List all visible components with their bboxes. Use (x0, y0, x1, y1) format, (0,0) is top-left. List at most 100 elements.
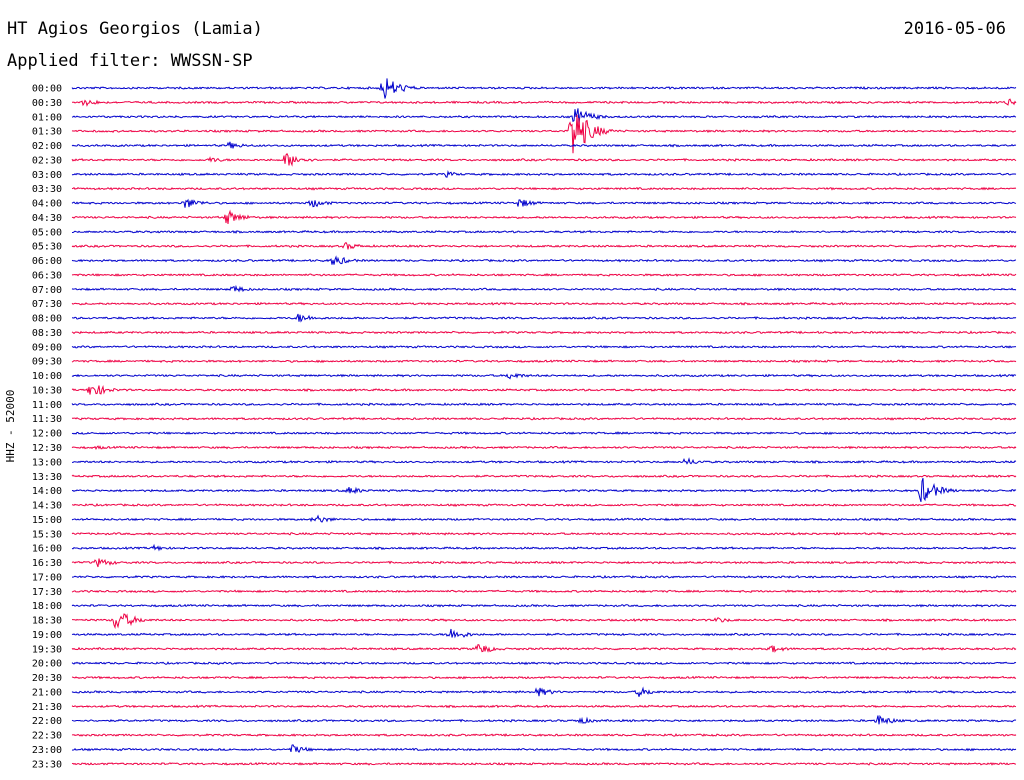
trace-line (71, 372, 1017, 380)
time-tick-label: 16:30 (32, 558, 62, 569)
time-tick-label: 13:00 (32, 457, 62, 468)
time-tick-label: 06:00 (32, 256, 62, 267)
trace-line (71, 209, 1017, 224)
time-tick-label: 01:00 (32, 112, 62, 123)
time-tick-label: 09:30 (32, 357, 62, 368)
time-tick-label: 04:30 (32, 213, 62, 224)
time-tick-label: 02:30 (32, 155, 62, 166)
time-tick-label: 20:30 (32, 673, 62, 684)
time-tick-label: 05:30 (32, 242, 62, 253)
trace-line (71, 272, 1017, 277)
time-tick-label: 00:30 (32, 98, 62, 109)
time-tick-label: 18:30 (32, 616, 62, 627)
trace-line (71, 431, 1017, 436)
time-tick-label: 03:30 (32, 184, 62, 195)
trace-line (71, 675, 1017, 680)
time-tick-label: 10:00 (32, 371, 62, 382)
trace-line (71, 402, 1017, 407)
trace-line (71, 301, 1017, 306)
time-tick-label: 00:00 (32, 84, 62, 95)
trace-line (72, 229, 1017, 234)
trace-line (71, 478, 1017, 502)
trace-line (71, 474, 1017, 479)
trace-line (71, 661, 1017, 666)
time-tick-label: 15:00 (32, 515, 62, 526)
time-tick-label: 10:30 (32, 385, 62, 396)
time-tick-label: 12:00 (32, 429, 62, 440)
trace-line (71, 531, 1017, 536)
trace-line (71, 330, 1017, 335)
trace-line (71, 514, 1017, 523)
filter-label: Applied filter: WWSSN-SP (7, 51, 253, 71)
trace-line (71, 141, 1017, 149)
time-tick-label: 20:00 (32, 659, 62, 670)
trace-line (71, 643, 1017, 653)
trace-line (71, 152, 1017, 167)
record-date: 2016-05-06 (903, 19, 1006, 39)
time-tick-label: 18:00 (32, 601, 62, 612)
time-tick-label: 12:30 (32, 443, 62, 454)
time-tick-label: 22:30 (32, 731, 62, 742)
time-tick-label: 04:00 (32, 199, 62, 210)
trace-line (72, 457, 1017, 465)
time-tick-label: 19:00 (32, 630, 62, 641)
time-tick-label: 15:30 (32, 529, 62, 540)
time-tick-label: 09:00 (32, 342, 62, 353)
time-tick-label: 22:00 (32, 716, 62, 727)
trace-line (71, 169, 1017, 178)
time-tick-label: 13:30 (32, 472, 62, 483)
trace-line (71, 313, 1017, 323)
trace-line (71, 589, 1017, 594)
trace-line (71, 186, 1017, 191)
trace-line (71, 359, 1017, 364)
trace-line (71, 714, 1017, 725)
time-tick-label: 11:30 (32, 414, 62, 425)
time-tick-label: 19:30 (32, 644, 62, 655)
time-tick-label: 14:00 (32, 486, 62, 497)
trace-line (71, 108, 1017, 124)
trace-line (71, 686, 1017, 697)
time-tick-label: 17:30 (32, 587, 62, 598)
time-tick-label: 21:00 (32, 687, 62, 698)
trace-line (71, 198, 1017, 208)
time-tick-label: 03:00 (32, 170, 62, 181)
trace-line (71, 762, 1017, 766)
time-tick-label: 07:30 (32, 299, 62, 310)
trace-line (71, 628, 1017, 639)
trace-line (71, 558, 1017, 568)
time-tick-label: 17:00 (32, 572, 62, 583)
time-tick-label: 06:30 (32, 270, 62, 281)
time-tick-label: 14:30 (32, 501, 62, 512)
trace-line (71, 384, 1017, 395)
trace-line (71, 114, 1017, 154)
time-tick-label: 23:30 (32, 759, 62, 770)
trace-line (71, 255, 1017, 265)
trace-line (71, 98, 1017, 107)
trace-line (71, 744, 1017, 754)
trace-line (71, 733, 1017, 738)
time-tick-label: 02:00 (32, 141, 62, 152)
time-tick-label: 01:30 (32, 127, 62, 138)
time-tick-label: 07:00 (32, 285, 62, 296)
time-tick-label: 23:00 (32, 745, 62, 756)
trace-line (71, 78, 1017, 99)
trace-line (71, 704, 1017, 709)
time-tick-label: 08:00 (32, 314, 62, 325)
time-tick-label: 08:30 (32, 328, 62, 339)
trace-line (71, 502, 1017, 507)
station-title: HT Agios Georgios (Lamia) (7, 19, 263, 39)
trace-line (71, 445, 1017, 451)
trace-line (71, 284, 1017, 293)
time-tick-label: 11:00 (32, 400, 62, 411)
time-tick-label: 05:00 (32, 227, 62, 238)
trace-line (71, 543, 1017, 552)
time-tick-label: 21:30 (32, 702, 62, 713)
trace-line (71, 241, 1017, 250)
trace-line (71, 345, 1017, 349)
trace-line (71, 603, 1017, 608)
time-tick-label: 16:00 (32, 544, 62, 555)
trace-line (72, 574, 1017, 579)
trace-line (71, 416, 1017, 421)
trace-line (72, 613, 1017, 630)
